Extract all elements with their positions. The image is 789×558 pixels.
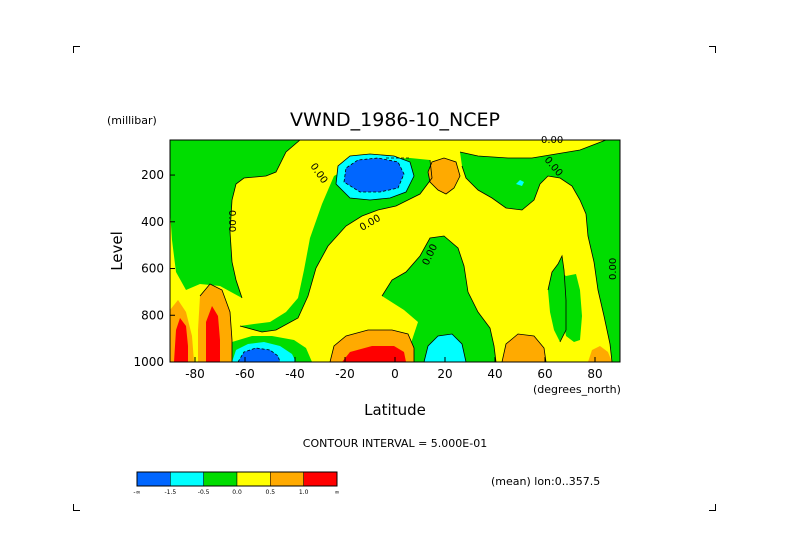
colorbar-swatch	[270, 471, 304, 487]
region-orange-lat20-upper	[428, 158, 460, 194]
region-red-equator-bottom	[342, 346, 406, 362]
colorbar-label: -∞	[133, 489, 140, 496]
y-tick-label: 200	[141, 168, 164, 182]
x-unit-label: (degrees_north)	[533, 383, 621, 396]
contour-label: 0.00	[226, 210, 237, 232]
x-tick-label: 20	[437, 367, 452, 381]
colorbar-frame	[136, 471, 338, 487]
colorbar-swatch	[303, 471, 338, 487]
contour-lines-dashed	[237, 157, 410, 362]
region-cyan-north-bottom	[424, 334, 466, 362]
x-axis-label: Latitude	[364, 401, 426, 419]
x-tick-label: -40	[285, 367, 305, 381]
y-tick-label: 600	[141, 262, 164, 276]
x-tick-label: -80	[185, 367, 205, 381]
contour-label: 0.00	[608, 258, 619, 280]
colorbar-label: 0.5	[266, 489, 276, 496]
colorbar-swatch	[203, 471, 238, 487]
region-red-lat85	[174, 318, 188, 362]
region-green-northern-high	[460, 140, 620, 362]
x-tick-label: -60	[235, 367, 255, 381]
colorbar-label: 1.0	[299, 489, 309, 496]
x-axis: -80 -60 -40 -20 0 20 40 60 80	[185, 357, 603, 381]
x-tick-label: 60	[537, 367, 552, 381]
y-tick-label: 800	[141, 308, 164, 322]
region-cyan-lat55	[516, 180, 524, 186]
plot-area	[170, 140, 620, 362]
contour-label: 0.00	[541, 135, 563, 146]
contour-lines	[199, 140, 613, 362]
region-orange-lat82-bottom	[588, 346, 612, 362]
contour-interval-text: CONTOUR INTERVAL = 5.000E-01	[303, 437, 487, 450]
colorbar-label: -1.5	[164, 489, 176, 496]
colorbar-swatch	[136, 471, 171, 487]
region-green-northern-mid	[382, 236, 496, 362]
y-unit-label: (millibar)	[107, 114, 157, 127]
x-tick-label: -20	[335, 367, 355, 381]
colorbar-label: ∞	[335, 489, 340, 496]
colorbar: -∞ -1.5 -0.5 0.0 0.5 1.0 ∞	[133, 471, 340, 496]
y-tick-label: 400	[141, 215, 164, 229]
x-tick-label: 80	[587, 367, 602, 381]
y-tick-label: 1000	[133, 355, 164, 369]
x-tick-label: 40	[487, 367, 502, 381]
colorbar-label: 0.0	[232, 489, 242, 496]
colorbar-swatch	[236, 471, 271, 487]
mean-longitude-text: (mean) lon:0..357.5	[491, 475, 600, 488]
region-blue-south-bottom	[238, 348, 280, 362]
region-green-southern-low	[240, 158, 432, 332]
y-axis-label: Level	[108, 231, 126, 271]
region-green-southern-high	[170, 140, 300, 298]
chart-title: VWND_1986-10_NCEP	[290, 109, 500, 131]
region-red-lat75	[206, 306, 220, 362]
region-orange-lat55-bottom	[502, 334, 546, 362]
colorbar-label: -0.5	[198, 489, 210, 496]
y-axis: 200 400 600 800 1000	[133, 168, 175, 369]
region-blue-jet	[344, 158, 404, 192]
x-tick-label: 0	[391, 367, 399, 381]
colorbar-swatch	[170, 471, 204, 487]
crop-marks	[73, 46, 716, 511]
